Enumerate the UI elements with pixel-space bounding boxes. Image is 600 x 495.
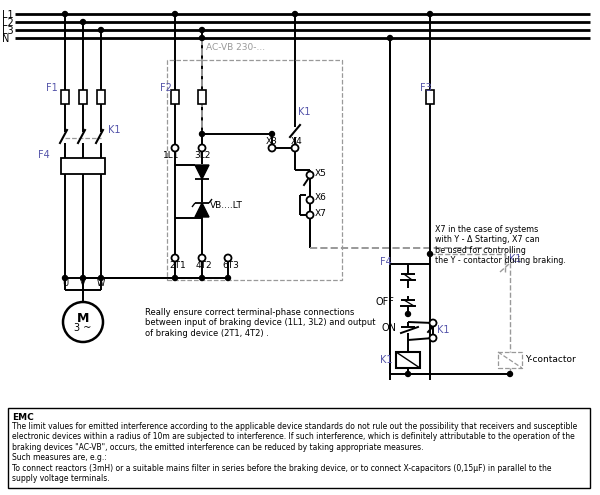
Circle shape (62, 11, 67, 16)
Text: F4: F4 (380, 257, 392, 267)
Text: K1: K1 (108, 125, 121, 135)
Text: F2: F2 (160, 83, 172, 93)
Circle shape (199, 145, 205, 151)
Polygon shape (195, 165, 209, 179)
Text: X6: X6 (315, 194, 327, 202)
Circle shape (430, 319, 437, 327)
Text: X7: X7 (315, 208, 327, 217)
Text: 1L1: 1L1 (163, 150, 179, 159)
Bar (8, 408, 590, 488)
Text: The limit values for emitted interference according to the applicable device sta: The limit values for emitted interferenc… (12, 422, 577, 483)
Bar (79, 90, 87, 104)
Text: L1: L1 (2, 10, 14, 20)
Circle shape (173, 11, 178, 16)
Text: K1: K1 (298, 107, 311, 117)
Text: OFF: OFF (376, 297, 395, 307)
Bar (198, 90, 206, 104)
Text: U: U (62, 280, 68, 289)
Text: M: M (77, 311, 89, 325)
Circle shape (199, 36, 205, 41)
Text: X5: X5 (315, 168, 327, 178)
Circle shape (406, 372, 410, 377)
Circle shape (269, 145, 275, 151)
Text: 6T3: 6T3 (222, 261, 239, 270)
Text: K1: K1 (380, 355, 392, 365)
Circle shape (98, 276, 104, 281)
Text: VB....LT: VB....LT (210, 200, 243, 209)
Text: AC-VB 230-...: AC-VB 230-... (206, 44, 265, 52)
Text: 3L2: 3L2 (194, 150, 211, 159)
Circle shape (224, 254, 232, 261)
Circle shape (62, 276, 67, 281)
Text: 4T2: 4T2 (196, 261, 212, 270)
Text: F1: F1 (46, 83, 58, 93)
Text: X4: X4 (291, 138, 303, 147)
Text: W: W (97, 280, 105, 289)
Text: F4: F4 (38, 150, 50, 160)
Text: L3: L3 (2, 26, 14, 36)
Circle shape (508, 372, 512, 377)
Circle shape (226, 276, 230, 281)
Circle shape (199, 28, 205, 33)
Text: EMC: EMC (12, 413, 34, 422)
Circle shape (388, 36, 392, 41)
Text: 3 ~: 3 ~ (74, 323, 92, 333)
Text: K1: K1 (437, 325, 449, 335)
Text: L2: L2 (2, 18, 14, 28)
Circle shape (172, 254, 179, 261)
Text: K1: K1 (509, 254, 521, 264)
Bar (167, 60, 342, 280)
Text: Really ensure correct terminal-phase connections
between input of braking device: Really ensure correct terminal-phase con… (145, 308, 376, 338)
Circle shape (173, 276, 178, 281)
Bar (498, 352, 522, 368)
Text: ON: ON (382, 323, 397, 333)
Circle shape (293, 11, 298, 16)
Circle shape (63, 302, 103, 342)
Polygon shape (195, 203, 209, 217)
Text: X7 in the case of systems
with Y - Δ Starting, X7 can
be used for controlling
th: X7 in the case of systems with Y - Δ Sta… (435, 225, 566, 265)
Bar (61, 90, 69, 104)
Circle shape (199, 132, 205, 137)
Circle shape (292, 145, 299, 151)
Text: F3: F3 (420, 83, 432, 93)
Bar (61, 158, 105, 174)
Circle shape (80, 276, 86, 281)
Circle shape (427, 11, 433, 16)
Circle shape (430, 335, 437, 342)
Text: X3: X3 (266, 138, 278, 147)
Circle shape (307, 211, 314, 218)
Bar (426, 90, 434, 104)
Circle shape (307, 197, 314, 203)
Circle shape (98, 28, 104, 33)
Text: Y-contactor: Y-contactor (525, 355, 576, 364)
Bar (396, 352, 420, 368)
Bar (97, 90, 105, 104)
Text: 2T1: 2T1 (169, 261, 186, 270)
Circle shape (172, 145, 179, 151)
Text: V: V (80, 280, 86, 289)
Circle shape (307, 171, 314, 179)
Circle shape (427, 251, 433, 256)
Circle shape (80, 19, 86, 24)
Bar (171, 90, 179, 104)
Circle shape (269, 132, 275, 137)
Text: N: N (2, 34, 10, 44)
Circle shape (199, 254, 205, 261)
Circle shape (406, 311, 410, 316)
Circle shape (199, 276, 205, 281)
